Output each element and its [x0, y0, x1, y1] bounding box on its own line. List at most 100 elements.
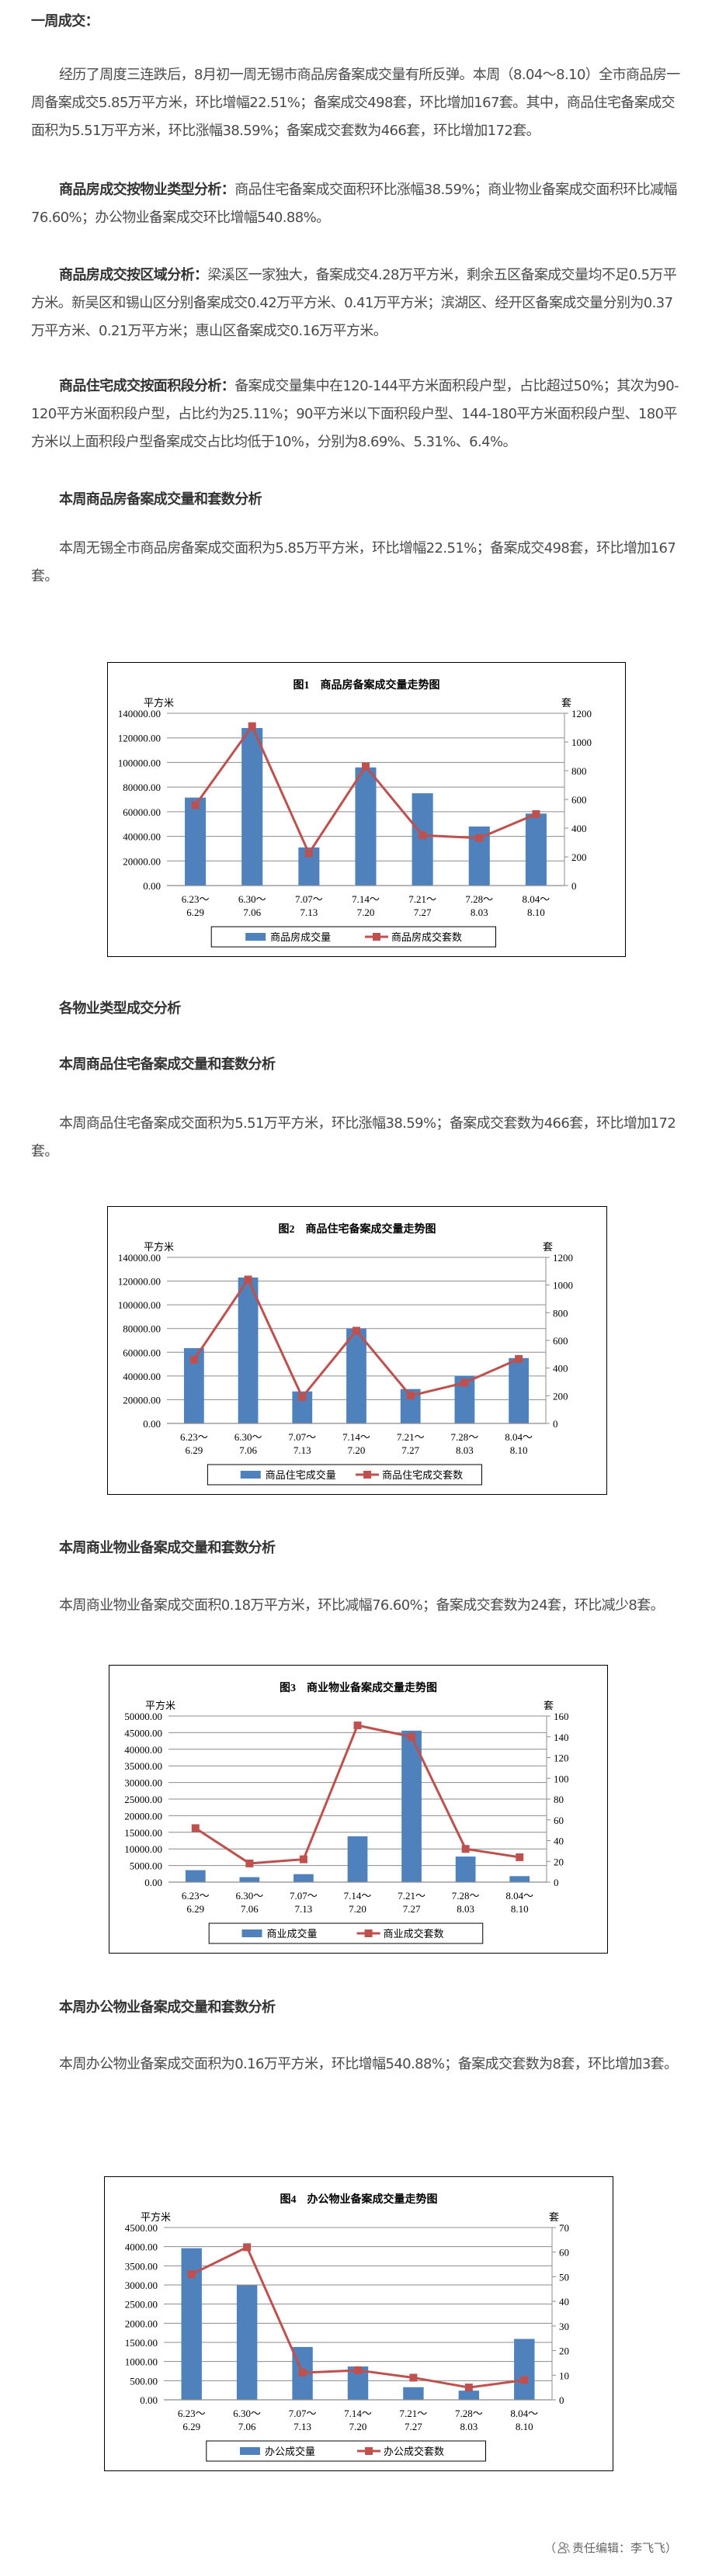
bar [236, 2285, 258, 2400]
y2-tick-label: 400 [571, 823, 587, 834]
line-marker [409, 2373, 418, 2382]
y2-tick-label: 140 [554, 1732, 569, 1743]
chart-title: 图2 商品住宅备案成交量走势图 [279, 1222, 436, 1236]
bar [355, 767, 377, 886]
x-tick-label: 7.21～ [397, 1431, 425, 1443]
chart-2: 图2 商品住宅备案成交量走势图 平方米 套 0.00 20000.00 40000.00 6… [107, 1206, 607, 1495]
y-tick-label: 35000.00 [124, 1760, 162, 1772]
legend-label: 商品房成交量 [270, 931, 331, 943]
bar [238, 1277, 259, 1423]
x-tick-label: 8.04～ [505, 1431, 533, 1443]
line-marker [460, 1378, 469, 1387]
legend-bar-swatch [245, 933, 266, 941]
y2-tick-label: 100 [554, 1773, 569, 1784]
x-tick-label: 8.10 [511, 1903, 529, 1915]
x-tick-label: 7.20 [348, 1444, 366, 1456]
line-marker [245, 1859, 254, 1867]
legend-label: 商业成交套数 [384, 1928, 444, 1940]
y2-tick-label: 0 [553, 1418, 558, 1430]
y2-tick-label: 800 [571, 765, 587, 777]
y-tick-label: 40000.00 [123, 1371, 161, 1382]
x-tick-label: 7.21～ [398, 1890, 425, 1902]
y2-tick-label: 40 [554, 1836, 564, 1847]
y-tick-label: 20000.00 [123, 855, 161, 867]
y-tick-label: 25000.00 [124, 1794, 162, 1805]
y-tick-label: 2000.00 [125, 2318, 158, 2329]
y-tick-label: 0.00 [143, 880, 161, 892]
bar [458, 2391, 480, 2400]
heading-residential: 本周商品住宅备案成交量和套数分析 [59, 1056, 276, 1073]
y-axis-label: 平方米 [144, 1241, 174, 1253]
y-tick-label: 120000.00 [118, 1276, 161, 1288]
x-tick-label: 7.13 [295, 1903, 313, 1915]
y-tick-label: 0.00 [140, 2394, 158, 2406]
x-tick-label: 7.07～ [289, 2408, 317, 2419]
y-tick-label: 120000.00 [118, 733, 161, 744]
line-marker [187, 2270, 196, 2279]
bar [455, 1857, 476, 1882]
editor-name: 责任编辑：李飞飞 [571, 2541, 665, 2555]
heading-commercial: 本周商业物业备案成交量和套数分析 [59, 1540, 276, 1556]
y-axis-label: 平方米 [141, 2211, 171, 2223]
x-tick-label: 6.29 [185, 1444, 203, 1456]
y-tick-label: 3000.00 [125, 2280, 158, 2291]
y2-tick-label: 600 [571, 794, 587, 806]
line-marker [189, 1355, 198, 1364]
y2-tick-label: 1000 [571, 737, 592, 748]
x-tick-label: 7.20 [349, 2421, 367, 2432]
x-tick-label: 7.27 [403, 1903, 421, 1915]
x-tick-label: 7.27 [401, 1444, 419, 1456]
line-marker [191, 1824, 200, 1832]
x-tick-label: 6.30～ [233, 2408, 261, 2419]
line-marker [464, 2384, 473, 2392]
y2-tick-label: 1200 [571, 708, 592, 719]
x-tick-label: 7.14～ [344, 1890, 372, 1902]
x-tick-label: 6.29 [186, 1903, 204, 1915]
y2-tick-label: 120 [554, 1753, 569, 1764]
x-tick-label: 8.04～ [510, 2408, 538, 2419]
y2-tick-label: 50 [559, 2271, 569, 2283]
bar [525, 813, 547, 886]
line-marker [298, 1393, 307, 1402]
line-marker [352, 1326, 360, 1335]
x-tick-label: 6.30～ [238, 893, 266, 905]
y2-tick-label: 400 [553, 1363, 568, 1375]
x-tick-label: 7.20 [357, 907, 375, 918]
legend-bar-swatch [241, 1929, 262, 1937]
y-tick-label: 140000.00 [118, 708, 161, 719]
x-tick-label: 7.06 [241, 1903, 259, 1915]
y2-tick-label: 70 [559, 2222, 569, 2234]
y-tick-label: 80000.00 [123, 782, 161, 793]
paragraph-office: 本周办公物业备案成交面积为0.16万平方米，环比增幅540.88%；备案成交套数… [59, 2056, 678, 2072]
x-tick-label: 7.14～ [344, 2408, 372, 2419]
y2-tick-label: 1200 [553, 1252, 573, 1264]
bar [185, 797, 207, 886]
chart-4: 图4 办公物业备案成交量走势图 平方米 套 0.00 500.00 1000.00 1500… [104, 2176, 613, 2471]
bar [239, 1877, 260, 1882]
paragraph-label: 商品住宅成交按面积段分析： [59, 378, 235, 394]
y2-tick-label: 800 [553, 1307, 568, 1319]
line-marker [298, 2369, 307, 2377]
x-tick-label: 7.07～ [288, 1431, 316, 1443]
y2-tick-label: 160 [554, 1711, 569, 1722]
y-tick-label: 4500.00 [125, 2222, 158, 2234]
line-marker [475, 834, 484, 842]
y-tick-label: 60000.00 [123, 1347, 161, 1358]
line-marker [353, 1721, 362, 1730]
y-tick-label: 2500.00 [125, 2299, 158, 2311]
line-marker [299, 1855, 307, 1864]
x-tick-label: 6.29 [182, 2421, 200, 2432]
y-tick-label: 20000.00 [124, 1810, 162, 1822]
x-tick-label: 6.23～ [182, 1890, 210, 1902]
chart-title: 图4 办公物业备案成交量走势图 [280, 2193, 438, 2206]
line-marker [354, 2366, 362, 2374]
line-marker [406, 1392, 415, 1400]
heading-property-types: 各物业类型成交分析 [59, 1000, 181, 1017]
x-tick-label: 7.06 [243, 907, 261, 918]
bar [509, 1876, 530, 1882]
y-tick-label: 80000.00 [123, 1323, 161, 1335]
line-marker [244, 1275, 252, 1284]
y2-tick-label: 20 [559, 2345, 569, 2357]
y2-tick-label: 20 [554, 1856, 564, 1867]
